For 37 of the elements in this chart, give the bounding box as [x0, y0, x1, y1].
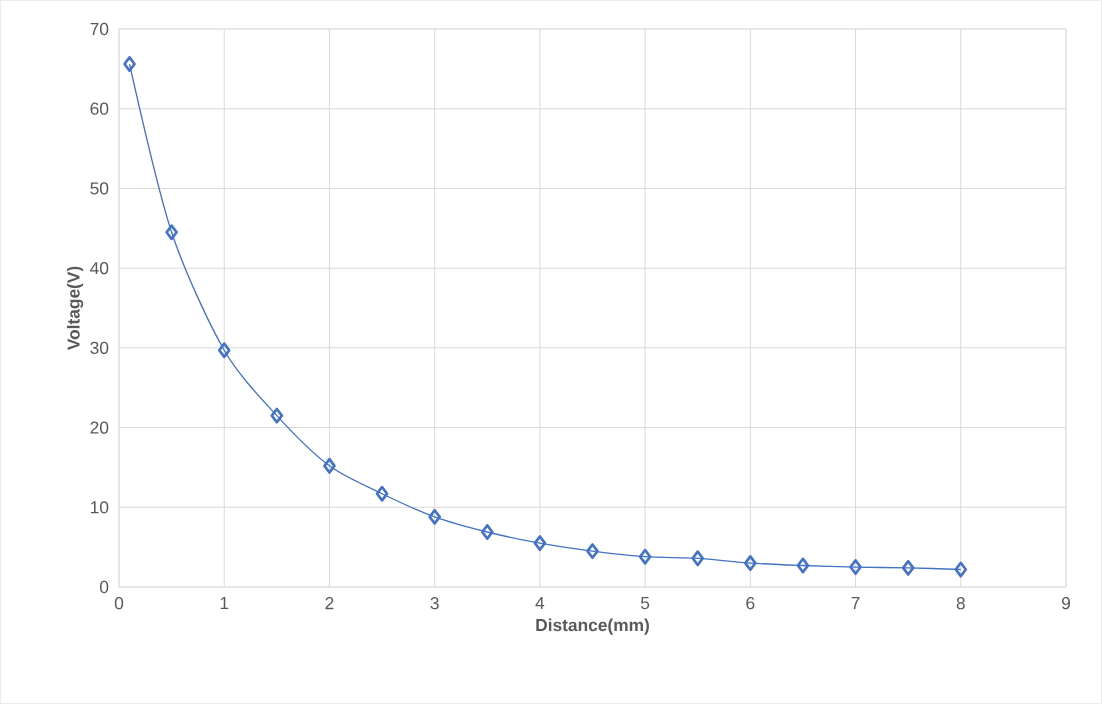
point — [428, 508, 442, 525]
x-tick-label: 5 — [640, 597, 650, 610]
y-tick-label: 50 — [90, 182, 109, 195]
x-tick-label: 1 — [220, 597, 229, 609]
y-tick-label: 0 — [99, 580, 109, 594]
y-tick-label: 30 — [90, 341, 109, 354]
point — [954, 561, 968, 578]
point — [743, 555, 757, 572]
x-tick-label: 2 — [325, 597, 334, 610]
point — [901, 559, 915, 576]
y-tick-label: 70 — [90, 22, 109, 36]
point — [691, 550, 705, 567]
y-tick-label: 40 — [90, 262, 109, 275]
point — [123, 56, 136, 73]
x-tick-label: 3 — [430, 597, 439, 610]
y-tick-label: 20 — [90, 421, 109, 434]
x-tick-label: 9 — [1061, 597, 1070, 610]
y-tick-label: 60 — [90, 102, 109, 115]
x-tick-label: 7 — [851, 597, 860, 609]
point — [270, 407, 284, 424]
point — [638, 548, 652, 565]
y-axis-title: Voltage(V) — [66, 266, 84, 351]
x-tick-label: 8 — [956, 597, 965, 610]
x-axis-title: Distance(mm) — [536, 618, 649, 635]
x-tick-label: 4 — [535, 597, 545, 609]
point — [796, 557, 810, 574]
point — [849, 559, 862, 576]
point — [375, 485, 389, 502]
point — [586, 543, 599, 560]
point — [165, 224, 178, 241]
point — [480, 523, 494, 541]
x-tick-label: 6 — [746, 597, 755, 610]
point — [533, 535, 547, 552]
y-tick-label: 10 — [91, 501, 109, 514]
point — [323, 457, 336, 474]
point — [217, 342, 231, 359]
x-tick-label: 0 — [114, 597, 124, 610]
